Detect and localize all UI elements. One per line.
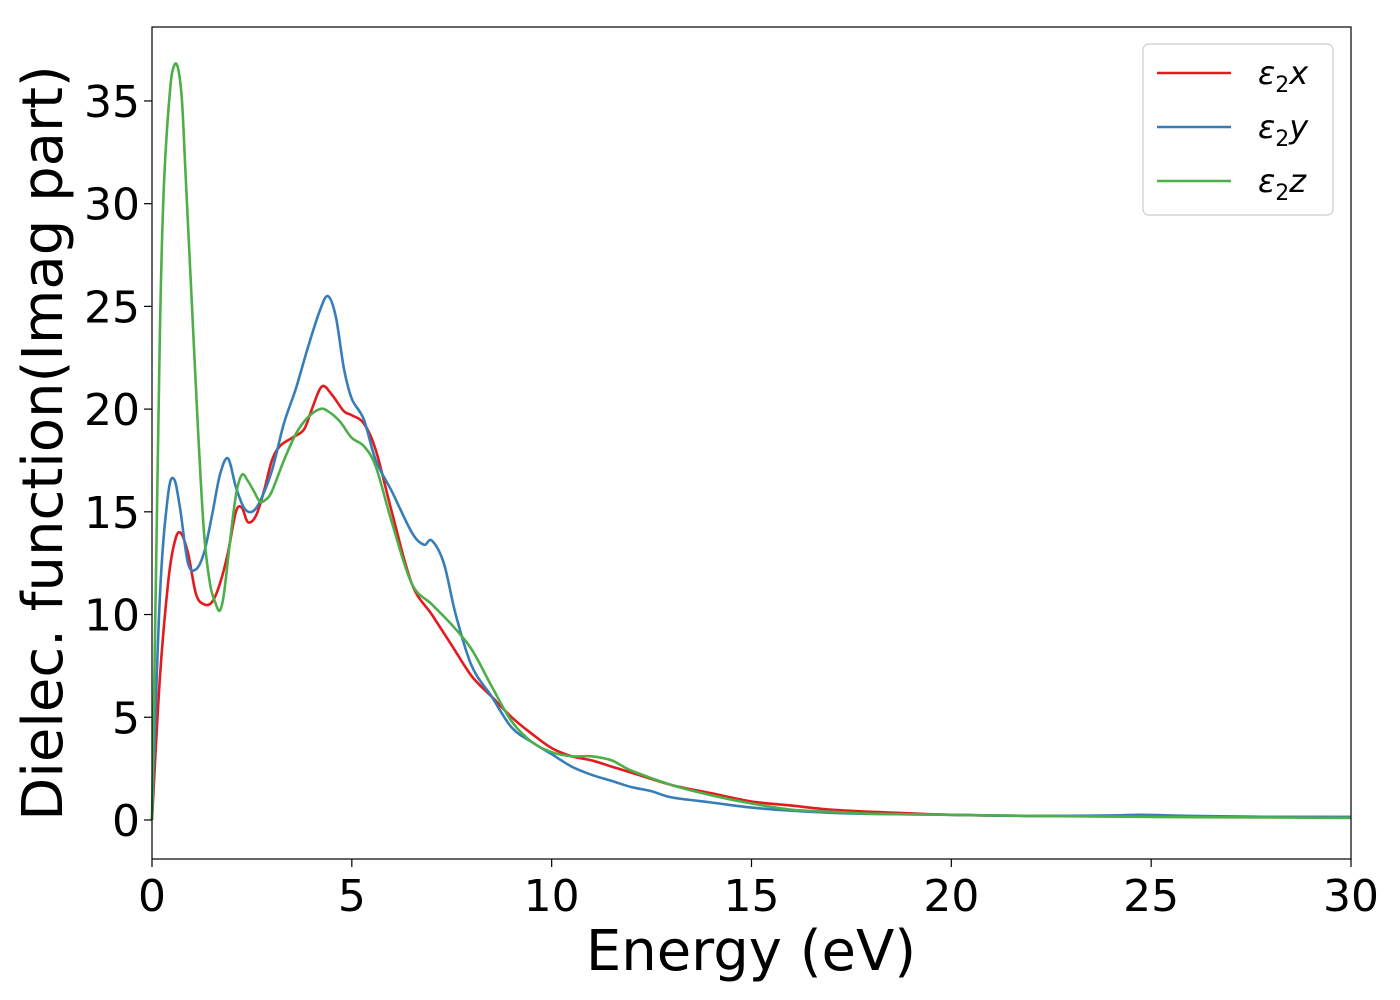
legend-label-y: ε2y: [1258, 108, 1309, 152]
x-tick-label: 15: [724, 871, 780, 922]
legend-box: [1142, 43, 1334, 216]
x-tick-label: 0: [138, 871, 166, 922]
x-tick-label: 25: [1123, 871, 1179, 922]
y-axis-ticks: 0 5 10 15 20 25 30 35: [84, 77, 152, 847]
legend-label-z: ε2z: [1258, 162, 1307, 206]
x-tick-label: 30: [1323, 871, 1379, 922]
y-tick-label: 25: [84, 282, 140, 333]
x-tick-label: 10: [524, 871, 580, 922]
series-layer: [150, 62, 1352, 821]
legend-label-x: ε2x: [1258, 54, 1309, 98]
y-tick-label: 30: [84, 180, 140, 231]
x-tick-label: 20: [923, 871, 979, 922]
y-tick-label: 10: [84, 591, 140, 642]
series-line-z: [150, 62, 1352, 821]
y-tick-label: 0: [112, 796, 140, 847]
x-tick-label: 5: [338, 871, 366, 922]
y-tick-label: 15: [84, 488, 140, 539]
y-tick-label: 35: [84, 77, 140, 128]
x-axis-ticks: 0 5 10 15 20 25 30: [138, 859, 1379, 922]
y-tick-label: 5: [112, 693, 140, 744]
x-axis-label: Energy (eV): [586, 919, 916, 984]
series-line-x: [150, 384, 1351, 821]
legend: ε2x ε2y ε2z: [1142, 43, 1334, 216]
y-axis-label: Dielec. function(Imag part): [11, 65, 76, 821]
y-tick-label: 20: [84, 385, 140, 436]
